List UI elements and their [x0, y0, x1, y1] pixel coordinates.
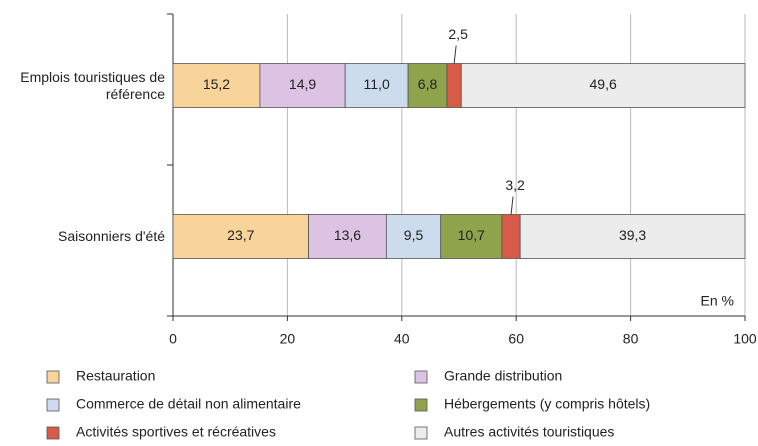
legend-label: Restauration [76, 368, 155, 384]
legend-swatch [414, 370, 428, 384]
y-tick-label: Emplois touristiques de référence [20, 68, 165, 102]
bar-segment [519, 214, 746, 259]
label-leader [453, 45, 457, 64]
data-label: 3,2 [505, 177, 525, 193]
y-tick-label: Saisonniers d'été [58, 228, 165, 244]
x-tick-label: 100 [733, 331, 757, 347]
bar-segment [460, 63, 746, 108]
legend-swatch [414, 426, 428, 440]
bar-segment [385, 214, 442, 259]
legend-label: Commerce de détail non alimentaire [76, 396, 301, 412]
legend-label: Autres activités touristiques [444, 424, 614, 440]
x-tick-label: 0 [169, 331, 177, 347]
legend-swatch [46, 426, 60, 440]
bar-segment [446, 63, 462, 108]
data-label: 39,3 [619, 227, 646, 243]
legend-label: Hébergements (y compris hôtels) [444, 396, 650, 412]
bar-segment [259, 63, 346, 108]
bar-segment [172, 63, 261, 108]
data-label: 49,6 [590, 76, 617, 92]
data-label: 2,5 [448, 26, 468, 42]
legend-swatch [414, 398, 428, 412]
data-label: 13,6 [334, 227, 361, 243]
label-leader [510, 196, 514, 215]
x-tick-label: 20 [280, 331, 296, 347]
bar-segment [501, 214, 521, 259]
data-label: 15,2 [203, 76, 230, 92]
x-tick-label: 40 [394, 331, 410, 347]
data-label: 14,9 [289, 76, 316, 92]
unit-annotation: En % [701, 293, 734, 309]
bar-segment [440, 214, 503, 259]
bar-segment [308, 214, 387, 259]
data-label: 11,0 [364, 76, 390, 92]
bar-segment [172, 214, 309, 259]
x-tick-label: 80 [623, 331, 639, 347]
legend-swatch [46, 370, 60, 384]
data-label: 9,5 [404, 227, 424, 243]
data-label: 10,7 [458, 227, 485, 243]
data-label: 23,7 [227, 227, 254, 243]
legend-swatch [46, 398, 60, 412]
bar-segment [344, 63, 409, 108]
x-tick-label: 60 [508, 331, 524, 347]
legend-label: Grande distribution [444, 368, 562, 384]
legend-label: Activités sportives et récréatives [76, 424, 276, 440]
data-label: 6,8 [418, 76, 438, 92]
